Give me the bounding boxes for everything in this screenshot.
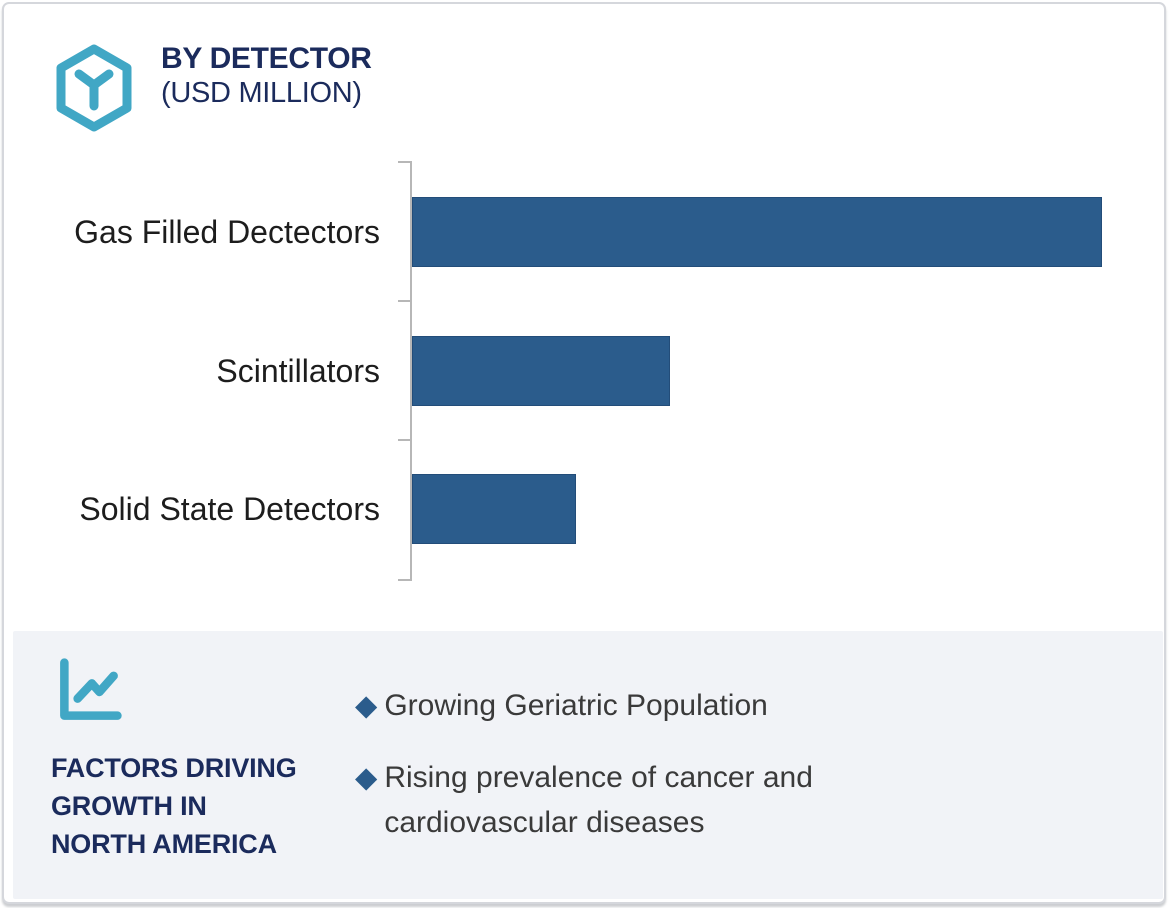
bar-scintillators <box>412 336 671 406</box>
diamond-bullet-icon: ◆ <box>355 688 378 722</box>
factors-title-line3: NORTH AMERICA <box>51 829 277 859</box>
factors-title-line2: GROWTH IN <box>51 791 207 821</box>
factors-title-line1: FACTORS DRIVING <box>51 753 297 783</box>
chart-title-line2: (USD MILLION) <box>161 77 362 109</box>
bar-label-solid-state-detectors: Solid State Detectors <box>79 490 380 527</box>
factors-panel: FACTORS DRIVING GROWTH IN NORTH AMERICA … <box>13 631 1163 899</box>
factors-title: FACTORS DRIVING GROWTH IN NORTH AMERICA <box>51 749 297 863</box>
axis-tick <box>398 579 410 581</box>
axis-tick <box>398 300 410 302</box>
bar-label-gas-filled-detectors: Gas Filled Dectectors <box>74 213 380 250</box>
chart-title: BY DETECTOR (USD MILLION) <box>161 42 372 110</box>
bar-label-scintillators: Scintillators <box>216 352 380 389</box>
list-item: ◆ Rising prevalence of cancer and cardio… <box>355 755 930 845</box>
axis-tick <box>398 161 410 163</box>
factor-text-geriatric-population: Growing Geriatric Population <box>384 689 768 722</box>
hexagon-y-icon <box>56 44 132 132</box>
category-axis-line <box>410 161 412 581</box>
line-chart-icon <box>60 658 122 720</box>
factor-text-cancer-cardiovascular: Rising prevalence of cancer and cardiova… <box>384 761 813 839</box>
chart-title-line1: BY DETECTOR <box>161 42 372 75</box>
axis-tick <box>398 439 410 441</box>
bar-chart-plot-area <box>398 161 1162 581</box>
factors-list: ◆ Growing Geriatric Population ◆ Rising … <box>355 683 930 872</box>
diamond-bullet-icon: ◆ <box>355 760 378 794</box>
list-item: ◆ Growing Geriatric Population <box>355 683 930 728</box>
bar-gas-filled-detectors <box>412 197 1102 267</box>
bar-solid-state-detectors <box>412 474 576 544</box>
